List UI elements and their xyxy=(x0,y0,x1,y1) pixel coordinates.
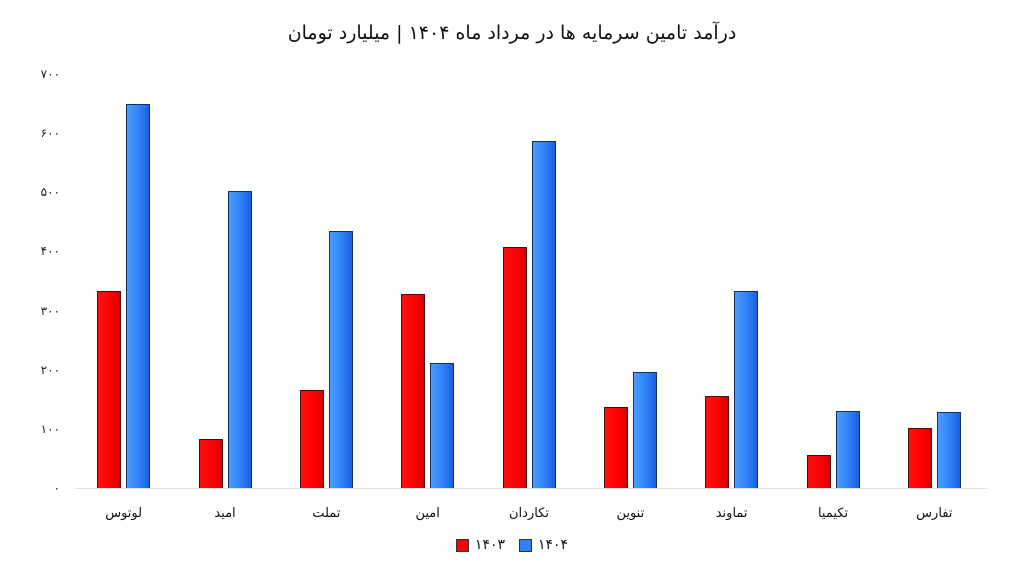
x-tick-label: لوتوس xyxy=(105,506,143,521)
bar-1-6 xyxy=(734,291,759,488)
bar-0-0 xyxy=(97,291,122,488)
y-tick-label: ۰ xyxy=(53,481,60,495)
bar-0-8 xyxy=(907,428,932,488)
bar-0-3 xyxy=(401,294,426,488)
bar-1-1 xyxy=(227,191,252,488)
bar-1-4 xyxy=(531,140,556,488)
bar-0-6 xyxy=(705,395,730,488)
bar-1-2 xyxy=(328,230,353,488)
x-tick-label: تملت xyxy=(312,506,341,521)
x-tick-label: تفارس xyxy=(916,506,953,521)
legend: ۱۴۰۳ ۱۴۰۴ xyxy=(0,537,1024,553)
bar-0-4 xyxy=(502,246,527,488)
y-tick-label: ۷۰۰ xyxy=(40,67,60,81)
bar-1-5 xyxy=(632,372,657,488)
y-tick-label: ۲۰۰ xyxy=(40,362,60,377)
chart-title: درآمد تامین سرمایه ها در مرداد ماه ۱۴۰۴ … xyxy=(287,22,737,44)
y-tick-label: ۵۰۰ xyxy=(40,185,60,200)
x-tick-label: امین xyxy=(415,506,440,521)
x-tick-label: تکاردان xyxy=(509,506,549,521)
y-tick-label: ۳۰۰ xyxy=(40,303,60,318)
bar-0-2 xyxy=(299,389,324,488)
bar-1-7 xyxy=(835,411,860,488)
x-axis-line xyxy=(75,488,987,489)
legend-label: ۱۴۰۳ xyxy=(474,537,505,553)
x-tick-label: تنوین xyxy=(616,506,645,521)
legend-swatch-blue xyxy=(519,538,532,552)
legend-item-1403: ۱۴۰۳ xyxy=(455,537,505,553)
bar-0-1 xyxy=(198,438,223,488)
x-tick-label: امید xyxy=(214,506,236,521)
bar-0-7 xyxy=(806,454,831,488)
bar-1-3 xyxy=(430,363,455,488)
y-tick-label: ۱۰۰ xyxy=(40,421,60,436)
bar-1-8 xyxy=(936,412,961,488)
x-tick-label: تماوند xyxy=(715,506,748,521)
legend-swatch-red xyxy=(455,538,469,552)
y-tick-label: ۴۰۰ xyxy=(40,244,60,259)
bar-1-0 xyxy=(126,104,151,488)
legend-item-1404: ۱۴۰۴ xyxy=(519,537,568,553)
legend-label: ۱۴۰۴ xyxy=(538,537,569,553)
bar-0-5 xyxy=(603,406,628,488)
y-tick-label: ۶۰۰ xyxy=(40,126,60,141)
x-tick-label: تکیمیا xyxy=(817,506,849,521)
